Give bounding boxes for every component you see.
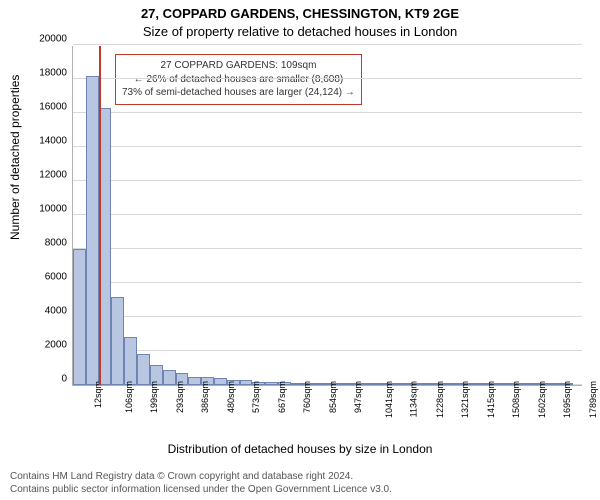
x-axis-label: Distribution of detached houses by size … — [0, 442, 600, 456]
x-tick-label: 1602sqm — [537, 381, 547, 418]
annotation-line: 27 COPPARD GARDENS: 109sqm — [122, 59, 355, 73]
gridline — [73, 146, 582, 147]
y-tick-label: 12000 — [39, 170, 67, 181]
y-tick-label: 14000 — [39, 136, 67, 147]
x-tick-label: 573sqm — [251, 381, 261, 413]
x-tick-label: 480sqm — [226, 381, 236, 413]
x-tick-label: 1508sqm — [511, 381, 521, 418]
chart-container: 27, COPPARD GARDENS, CHESSINGTON, KT9 2G… — [0, 0, 600, 500]
x-tick-label: 1695sqm — [562, 381, 572, 418]
gridline — [73, 214, 582, 215]
gridline — [73, 78, 582, 79]
x-tick-label: 1228sqm — [435, 381, 445, 418]
y-tick-label: 6000 — [45, 272, 67, 283]
histogram-bar — [445, 383, 458, 385]
gridline — [73, 282, 582, 283]
gridline — [73, 180, 582, 181]
marker-line — [99, 46, 101, 385]
histogram-bar — [522, 383, 535, 385]
y-tick-label: 20000 — [39, 34, 67, 45]
histogram-bar — [73, 249, 86, 385]
x-tick-label: 1415sqm — [486, 381, 496, 418]
gridline — [73, 112, 582, 113]
histogram-bar — [470, 383, 483, 385]
x-tick-label: 854sqm — [328, 381, 338, 413]
gridline — [73, 316, 582, 317]
histogram-bar — [111, 297, 124, 385]
x-tick-label: 1041sqm — [384, 381, 394, 418]
y-tick-label: 2000 — [45, 340, 67, 351]
x-tick-label: 1134sqm — [408, 381, 418, 417]
page-subtitle: Size of property relative to detached ho… — [0, 24, 600, 39]
x-tick-label: 106sqm — [124, 381, 134, 413]
histogram-bar — [124, 337, 137, 385]
footer-attribution: Contains HM Land Registry data © Crown c… — [10, 470, 392, 496]
x-tick-label: 386sqm — [200, 381, 210, 413]
x-tick-label: 1789sqm — [588, 381, 598, 418]
x-tick-label: 947sqm — [353, 381, 363, 413]
annotation-line: ← 26% of detached houses are smaller (8,… — [122, 73, 355, 87]
x-tick-label: 1321sqm — [460, 381, 470, 418]
y-tick-label: 18000 — [39, 68, 67, 79]
page-title: 27, COPPARD GARDENS, CHESSINGTON, KT9 2G… — [0, 6, 600, 21]
gridline — [73, 248, 582, 249]
histogram-bar — [496, 383, 509, 385]
y-tick-label: 4000 — [45, 306, 67, 317]
x-tick-label: 293sqm — [175, 381, 185, 413]
histogram-bar — [393, 383, 406, 385]
x-tick-label: 12sqm — [93, 381, 103, 408]
y-tick-label: 0 — [61, 374, 67, 385]
gridline — [73, 350, 582, 351]
histogram-bar — [419, 383, 432, 385]
gridline — [73, 44, 582, 45]
y-tick-label: 8000 — [45, 238, 67, 249]
plot-area: 27 COPPARD GARDENS: 109sqm ← 26% of deta… — [72, 46, 582, 386]
y-axis-label: Number of detached properties — [8, 75, 22, 240]
x-tick-label: 760sqm — [302, 381, 312, 413]
footer-line: Contains public sector information licen… — [10, 483, 392, 496]
y-tick-label: 10000 — [39, 204, 67, 215]
annotation-line: 73% of semi-detached houses are larger (… — [122, 86, 355, 100]
histogram-bar — [86, 76, 99, 385]
annotation-box: 27 COPPARD GARDENS: 109sqm ← 26% of deta… — [115, 54, 362, 105]
histogram-bar — [547, 383, 560, 385]
footer-line: Contains HM Land Registry data © Crown c… — [10, 470, 392, 483]
y-tick-label: 16000 — [39, 102, 67, 113]
x-tick-label: 667sqm — [277, 381, 287, 413]
histogram-bar — [163, 370, 176, 385]
x-tick-label: 199sqm — [149, 381, 159, 413]
histogram-bar — [137, 354, 150, 385]
histogram-bar — [368, 383, 381, 385]
histogram-bar — [214, 378, 227, 385]
